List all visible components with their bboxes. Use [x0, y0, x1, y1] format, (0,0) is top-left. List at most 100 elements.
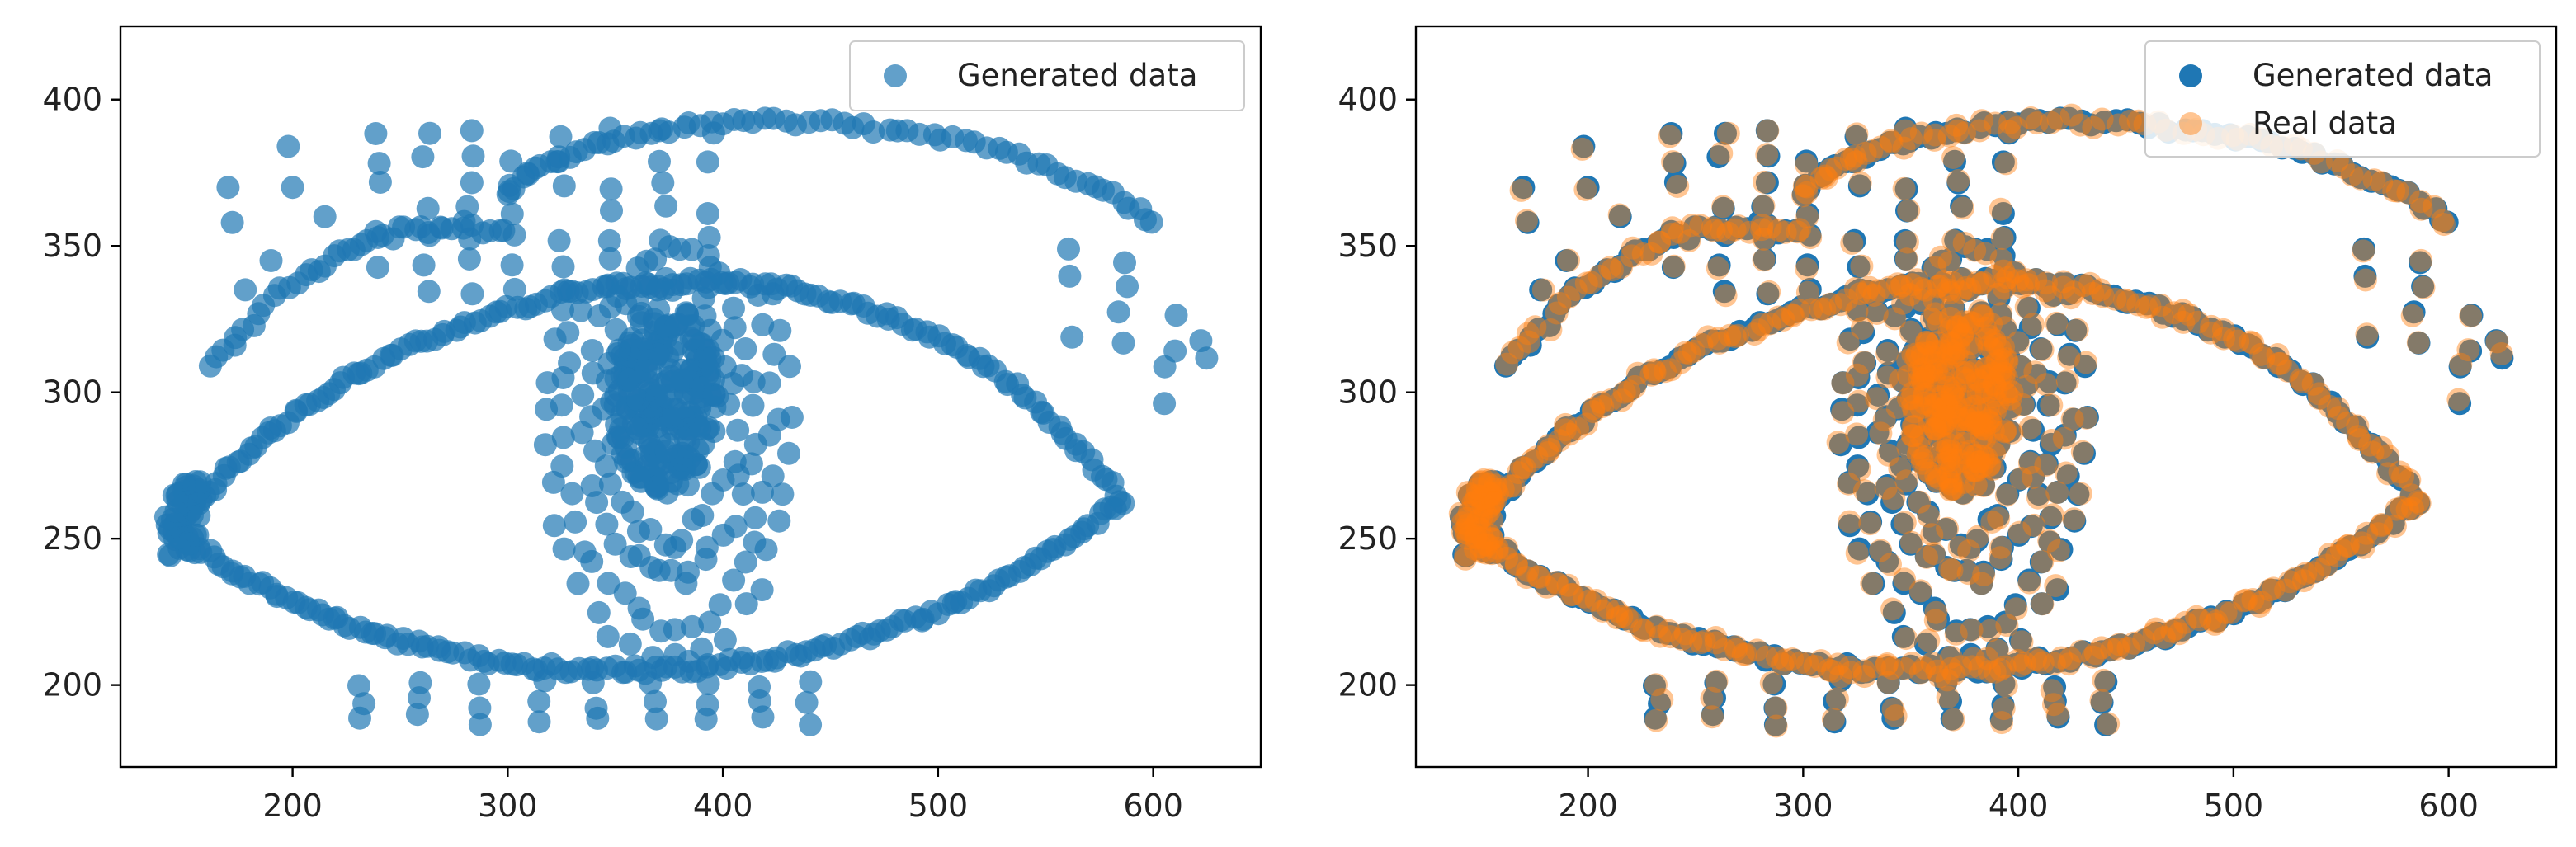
generated-data-point: [1111, 331, 1135, 355]
real-data-point: [2026, 486, 2050, 510]
generated-data-point: [2448, 392, 2472, 416]
real-data-point: [1917, 628, 1941, 652]
generated-data-point: [1981, 414, 2005, 437]
real-data-point: [1619, 609, 1643, 633]
generated-data-point: [1847, 426, 1871, 449]
generated-data-point: [547, 228, 571, 252]
real-data-point: [1847, 389, 1871, 413]
generated-data-point: [1795, 253, 1819, 277]
generated-data-point: [460, 171, 484, 195]
real-data-point: [1941, 708, 1965, 732]
real-data-point: [1839, 147, 1863, 171]
real-data-point: [1654, 360, 1677, 384]
real-data-point: [1752, 194, 1776, 218]
real-data-point: [1582, 397, 1606, 421]
generated-data-point: [1941, 384, 1965, 407]
real-data-point: [1510, 455, 1534, 479]
real-data-point: [1913, 361, 1937, 385]
real-data-point: [2054, 461, 2078, 485]
generated-data-point: [1838, 514, 1861, 538]
real-data-point: [1639, 242, 1663, 266]
real-data-point: [1700, 686, 1724, 710]
generated-data-point: [1891, 624, 1915, 648]
real-data-point: [1819, 292, 1842, 316]
real-data-point: [1935, 439, 1959, 463]
left-ticks-layer: 200 300 400 500 600 200 250 300 350 400: [42, 82, 1182, 824]
real-data-point: [1902, 400, 1926, 424]
real-data-point: [1993, 655, 2017, 679]
real-data-point: [2006, 648, 2030, 672]
x-tick-label: 300: [1773, 788, 1833, 824]
generated-data-point: [1991, 202, 2015, 225]
real-data-point: [1906, 442, 1930, 466]
real-data-point: [1899, 283, 1923, 307]
real-data-point: [2408, 492, 2432, 515]
real-data-point: [1710, 141, 1734, 165]
real-data-point: [2010, 275, 2034, 299]
generated-data-point: [695, 535, 719, 559]
real-data-point: [1772, 308, 1795, 332]
real-data-point: [2118, 109, 2142, 133]
generated-data-point: [1516, 210, 1540, 234]
real-data-point: [1907, 359, 1931, 383]
generated-data-point: [1882, 600, 1906, 624]
generated-data-point: [1462, 526, 1486, 550]
real-data-point: [1848, 282, 1872, 306]
real-data-point: [1983, 441, 2006, 465]
real-data-point: [2308, 558, 2332, 581]
real-data-point: [2059, 103, 2083, 127]
real-data-point: [1853, 141, 1877, 165]
real-data-point: [1893, 511, 1917, 534]
real-data-point: [1553, 418, 1577, 442]
real-data-point: [1914, 459, 1938, 482]
real-data-point: [1997, 120, 2021, 144]
generated-data-point: [598, 472, 622, 496]
real-data-point: [1998, 398, 2022, 421]
generated-data-point: [595, 512, 619, 536]
generated-data-point: [1712, 280, 1736, 304]
real-data-point: [1951, 310, 1975, 334]
real-data-point: [1800, 298, 1823, 322]
real-data-point: [2090, 636, 2114, 660]
generated-data-point: [1992, 672, 2016, 696]
real-data-point: [1560, 582, 1584, 606]
generated-data-point: [767, 509, 791, 533]
real-data-point: [2234, 588, 2258, 612]
real-data-point: [1579, 271, 1603, 294]
generated-data-point: [1890, 454, 1913, 478]
real-data-point: [1821, 659, 1845, 683]
real-data-point: [1992, 368, 2016, 392]
real-data-point: [1817, 658, 1841, 682]
real-data-point: [2200, 314, 2224, 338]
real-data-point: [1928, 429, 1952, 453]
real-data-point: [1977, 335, 2001, 359]
generated-data-point: [1971, 303, 1995, 327]
generated-data-point: [1798, 277, 1822, 301]
real-data-point: [1668, 220, 1691, 244]
real-data-point: [1556, 573, 1580, 597]
real-data-point: [1557, 248, 1580, 272]
generated-data-point: [549, 125, 573, 148]
real-data-point: [1937, 449, 1961, 473]
real-data-point: [1498, 474, 1522, 498]
real-data-point: [2034, 373, 2058, 397]
real-data-point: [1946, 407, 1970, 431]
real-data-point: [2142, 621, 2166, 645]
real-data-point: [1932, 391, 1956, 414]
real-data-point: [2489, 342, 2513, 365]
real-data-point: [2092, 668, 2116, 692]
generated-data-point: [2459, 339, 2483, 363]
real-data-point: [1970, 272, 1993, 296]
generated-data-point: [535, 371, 559, 395]
real-data-point: [1899, 320, 1923, 344]
real-data-point: [2383, 515, 2407, 539]
generated-data-point: [2094, 713, 2118, 736]
real-data-point: [2248, 595, 2272, 619]
real-data-point: [1826, 431, 1850, 454]
generated-data-point: [1937, 646, 1960, 670]
generated-data-point: [502, 277, 526, 301]
generated-data-point: [1934, 671, 1958, 695]
generated-data-point: [1844, 125, 1868, 148]
real-data-point: [2044, 574, 2068, 598]
real-data-point: [1689, 631, 1713, 655]
